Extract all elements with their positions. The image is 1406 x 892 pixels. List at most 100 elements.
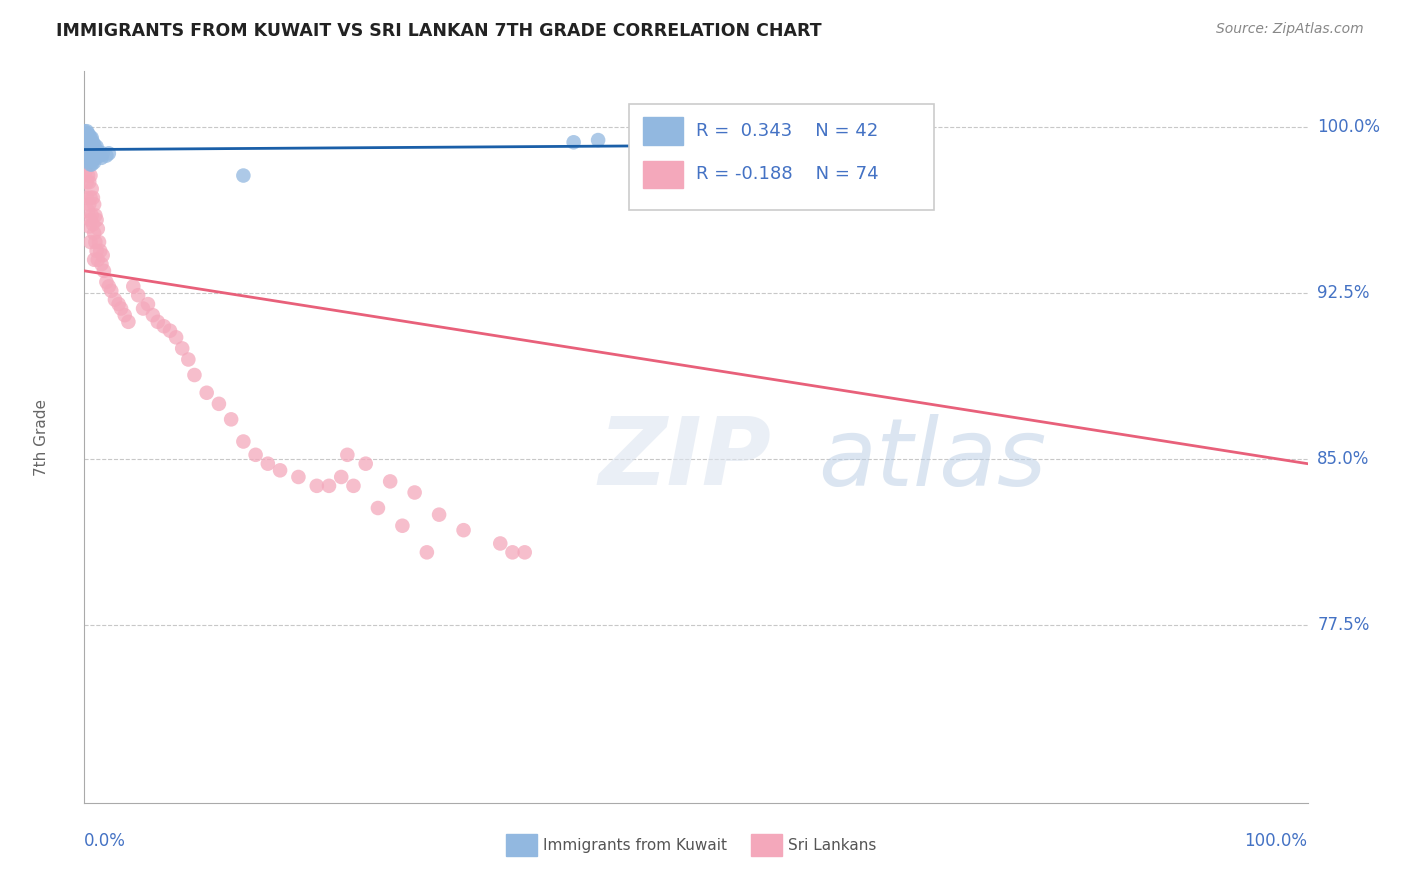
Point (110, 301, 132, 316)
Point (83, 197, 105, 211)
Point (79, 157, 101, 171)
Point (77, 175, 100, 189)
Point (127, 288, 149, 302)
Point (219, 412, 242, 426)
Text: IMMIGRANTS FROM KUWAIT VS SRI LANKAN 7TH GRADE CORRELATION CHART: IMMIGRANTS FROM KUWAIT VS SRI LANKAN 7TH… (56, 22, 823, 40)
Text: Immigrants from Kuwait: Immigrants from Kuwait (543, 838, 727, 853)
Text: atlas: atlas (818, 414, 1046, 505)
Point (77, 204, 100, 219)
Point (82, 144, 104, 158)
Point (76, 124, 98, 138)
Point (104, 293, 127, 307)
Point (76, 191, 98, 205)
Point (82, 153, 104, 167)
Text: Sri Lankans: Sri Lankans (787, 838, 876, 853)
Point (77, 155, 100, 169)
Point (87, 252, 110, 267)
Text: 77.5%: 77.5% (1317, 616, 1369, 634)
Text: Source: ZipAtlas.com: Source: ZipAtlas.com (1216, 22, 1364, 37)
Point (79, 191, 101, 205)
Text: 0.0%: 0.0% (84, 832, 127, 850)
Point (172, 342, 194, 356)
Point (83, 252, 105, 267)
Point (93, 264, 115, 278)
Point (77, 133, 100, 147)
Point (502, 545, 524, 559)
Point (90, 257, 112, 271)
Text: R = -0.188    N = 74: R = -0.188 N = 74 (696, 166, 879, 184)
Point (76, 139, 98, 153)
FancyBboxPatch shape (628, 104, 935, 211)
FancyBboxPatch shape (644, 117, 682, 145)
Point (77, 219, 100, 234)
Point (257, 457, 280, 471)
Point (77, 169, 100, 183)
Point (453, 523, 475, 537)
Point (391, 518, 413, 533)
Point (354, 457, 377, 471)
Text: 100.0%: 100.0% (1244, 832, 1308, 850)
Point (79, 131, 101, 145)
Point (136, 297, 159, 311)
Point (80, 157, 103, 171)
Point (165, 330, 187, 344)
Point (100, 284, 122, 298)
Point (79, 139, 101, 153)
Point (89, 148, 111, 162)
Point (84, 142, 107, 156)
Text: ZIP: ZIP (598, 413, 770, 505)
Point (142, 308, 165, 322)
Point (159, 324, 181, 338)
FancyBboxPatch shape (506, 834, 537, 856)
Point (80, 182, 103, 196)
Point (153, 319, 176, 334)
Point (86, 212, 108, 227)
Point (208, 397, 231, 411)
Point (114, 308, 136, 322)
Point (287, 470, 309, 484)
Point (562, 136, 585, 150)
Point (77, 137, 100, 152)
Point (75, 128, 97, 143)
Text: 92.5%: 92.5% (1317, 284, 1369, 302)
Point (77, 197, 100, 211)
Point (122, 279, 145, 293)
Point (89, 244, 111, 258)
Point (79, 212, 101, 227)
Point (84, 235, 107, 249)
Point (82, 191, 104, 205)
Point (77, 127, 100, 141)
Point (96, 148, 118, 162)
Point (80, 148, 103, 162)
Point (91, 146, 114, 161)
Point (83, 137, 105, 152)
Point (77, 142, 100, 156)
Point (416, 545, 439, 559)
Point (96, 275, 118, 289)
Point (79, 148, 101, 162)
Point (75, 136, 97, 150)
Point (84, 151, 107, 165)
Point (107, 297, 129, 311)
Point (87, 235, 110, 249)
Point (80, 131, 103, 145)
Point (86, 244, 108, 258)
Point (73, 124, 96, 138)
Point (269, 463, 291, 477)
Point (83, 146, 105, 161)
Point (97, 146, 120, 161)
Point (513, 545, 536, 559)
Point (342, 479, 364, 493)
Point (195, 385, 218, 400)
Point (83, 155, 105, 169)
Text: 7th Grade: 7th Grade (34, 399, 49, 475)
Point (586, 133, 609, 147)
FancyBboxPatch shape (751, 834, 782, 856)
Text: 100.0%: 100.0% (1317, 118, 1381, 136)
Text: R =  0.343    N = 42: R = 0.343 N = 42 (696, 121, 879, 140)
Point (232, 169, 254, 183)
Point (245, 448, 267, 462)
Point (97, 279, 120, 293)
Point (87, 221, 110, 235)
FancyBboxPatch shape (644, 161, 682, 188)
